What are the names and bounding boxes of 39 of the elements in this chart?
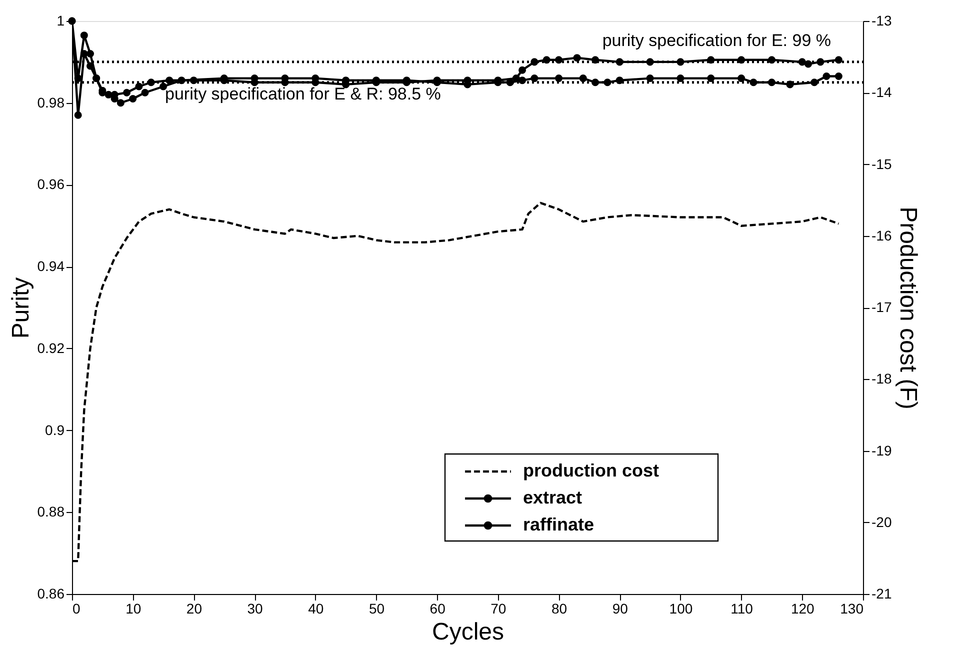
y-tick-label: 0.98 [37,94,65,110]
ref-line-label: purity specification for E & R: 98.5 % [165,84,441,104]
y-axis-title: Purity [7,277,34,339]
x-tick-label: 80 [551,600,568,616]
x-tick-label: 20 [186,600,202,616]
y-tick-label: 0.92 [37,340,65,356]
x-tick-label: 10 [126,600,142,616]
x-tick-label: 0 [72,600,80,616]
y2-tick-label: -17 [872,299,892,315]
x-tick-label: 50 [368,600,385,616]
x-tick-label: 100 [669,600,693,616]
y2-tick-label: -15 [872,156,892,172]
y-tick-label: 0.96 [37,176,65,192]
x-tick-label: 30 [247,600,264,616]
x-tick-label: 60 [430,600,446,616]
x-tick-label: 130 [840,600,864,616]
y2-axis-title: Production cost (F) [894,206,922,410]
y-tick-label: 0.86 [37,586,65,602]
y-tick-label: 1 [56,12,65,28]
x-axis-title: Cycles [432,618,504,646]
y-tick-label: 0.94 [37,258,65,274]
legend-label: extract [523,488,582,508]
ref-line-label: purity specification for E: 99 % [602,30,831,50]
y2-tick-label: -19 [872,442,892,458]
y2-tick-label: -14 [872,84,892,100]
x-tick-label: 70 [490,600,506,616]
x-tick-label: 110 [730,600,754,616]
y2-tick-label: -13 [872,12,892,28]
y2-tick-label: -18 [872,370,892,387]
y-tick-label: 0.88 [37,504,65,520]
y-tick-label: 0.9 [45,422,65,438]
y2-tick-label: -20 [872,514,892,530]
legend-label: raffinate [523,514,594,534]
x-tick-label: 90 [612,600,628,616]
legend-label: production cost [523,460,659,480]
y2-tick-label: -16 [872,227,892,244]
x-tick-label: 40 [308,600,324,616]
x-tick-label: 120 [790,600,815,616]
y2-tick-label: -21 [872,586,892,602]
